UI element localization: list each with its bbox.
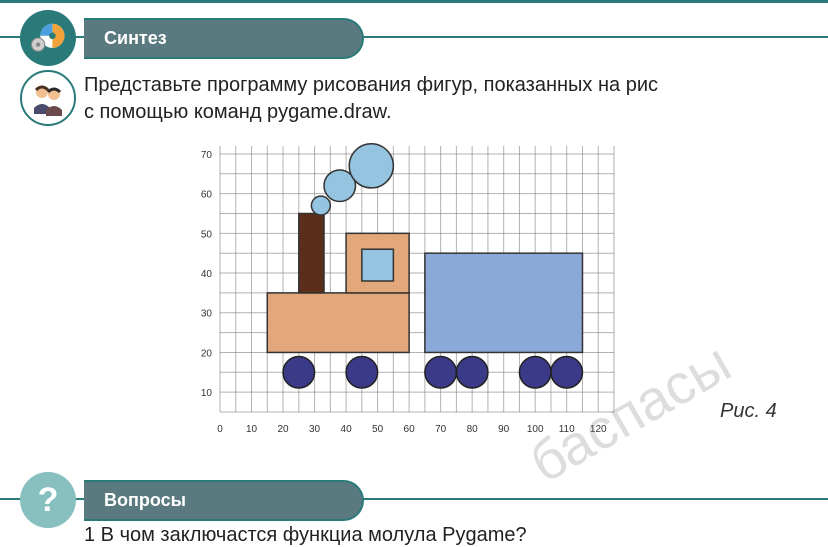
svg-text:60: 60 (201, 190, 213, 201)
question-mark-icon: ? (38, 481, 59, 520)
people-icon (28, 78, 68, 118)
svg-text:30: 30 (201, 309, 213, 320)
gears-badge (20, 10, 76, 66)
people-badge (20, 70, 76, 126)
questions-label: Вопросы (104, 490, 186, 510)
question-badge: ? (20, 472, 76, 528)
svg-text:0: 0 (217, 424, 223, 435)
svg-text:10: 10 (246, 424, 258, 435)
svg-text:120: 120 (590, 424, 607, 435)
svg-text:20: 20 (277, 424, 289, 435)
svg-text:80: 80 (467, 424, 479, 435)
svg-text:70: 70 (435, 424, 447, 435)
svg-text:30: 30 (309, 424, 321, 435)
task-line-2: с помощью команд pygame.draw. (84, 101, 392, 123)
questions-heading: Вопросы (84, 480, 364, 521)
svg-text:20: 20 (201, 348, 213, 359)
task-line-1: Представьте программу рисования фигур, п… (84, 74, 658, 96)
svg-text:40: 40 (341, 424, 353, 435)
gears-icon (26, 16, 70, 60)
svg-text:50: 50 (372, 424, 384, 435)
svg-text:50: 50 (201, 229, 213, 240)
svg-text:100: 100 (527, 424, 544, 435)
svg-text:40: 40 (201, 269, 213, 280)
svg-text:70: 70 (201, 150, 213, 161)
svg-text:90: 90 (498, 424, 510, 435)
synthesis-heading: Синтез (84, 18, 364, 59)
svg-text:110: 110 (559, 424, 575, 435)
top-rule (0, 0, 828, 3)
svg-text:10: 10 (201, 388, 213, 399)
figure-caption: Рис. 4 (720, 400, 777, 423)
svg-text:60: 60 (404, 424, 416, 435)
task-text: Представьте программу рисования фигур, п… (84, 72, 820, 126)
synthesis-label: Синтез (104, 28, 167, 48)
train-figure: 0 10 20 30 40 50 60 70 80 90 100 110 120 10 20 30 40 50 60… (180, 140, 660, 460)
train-diagram: 0 10 20 30 40 50 60 70 80 90 100 110 120 10 20 30 40 50 60… (180, 140, 620, 440)
